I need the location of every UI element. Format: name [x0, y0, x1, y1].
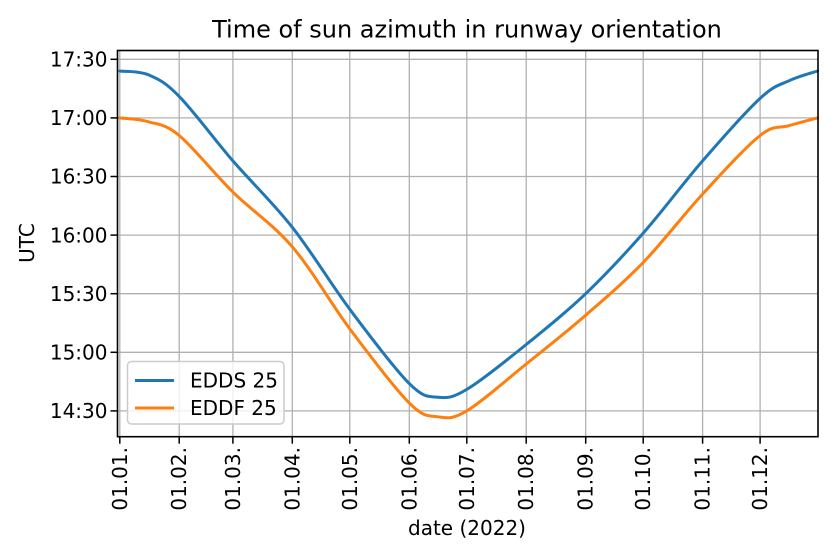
- series-curve-eddf-25: [118, 116, 820, 420]
- y-tick-label: 17:00: [50, 106, 108, 130]
- tickmarks: [110, 58, 761, 444]
- y-tick-labels: 17:30 17:00 16:30 16:00 15:30 15:00 14:30: [50, 48, 108, 424]
- y-tick-label: 15:30: [50, 282, 108, 306]
- legend: EDDS 25 EDDF 25: [126, 360, 285, 425]
- x-tick-label: 01.05.: [338, 447, 362, 511]
- chart-title: Time of sun azimuth in runway orientatio…: [211, 16, 722, 44]
- x-tick-label: 01.07.: [455, 447, 479, 511]
- x-tick-label: 01.08.: [514, 447, 538, 511]
- x-tick-label: 01.06.: [397, 447, 421, 511]
- y-tick-label: 14:30: [50, 399, 108, 423]
- series-curve-edds-25: [118, 69, 820, 400]
- x-tick-label: 01.01.: [108, 447, 132, 511]
- legend-label-eddf-25: EDDF 25: [190, 396, 277, 420]
- data-curves: [118, 69, 820, 420]
- y-axis-label: UTC: [15, 223, 39, 263]
- x-tick-label: 01.03.: [221, 447, 245, 511]
- y-tick-label: 16:00: [50, 223, 108, 247]
- x-tick-labels: 01.01. 01.02. 01.03. 01.04. 01.05. 01.06. 01.0…: [108, 447, 772, 511]
- x-axis-label: date (2022): [408, 516, 526, 540]
- y-tick-label: 16:30: [50, 165, 108, 189]
- x-tick-label: 01.10.: [631, 447, 655, 511]
- plot-border: [116, 49, 819, 438]
- y-tick-label: 15:00: [50, 341, 108, 365]
- x-tick-label: 01.11.: [691, 447, 715, 511]
- y-tick-label: 17:30: [50, 48, 108, 72]
- x-tick-label: 01.09.: [574, 447, 598, 511]
- x-tick-label: 01.04.: [280, 447, 304, 511]
- legend-label-edds-25: EDDS 25: [190, 369, 278, 393]
- x-tick-label: 01.02.: [167, 447, 191, 511]
- x-tick-label: 01.12.: [748, 447, 772, 511]
- gridlines: [117, 50, 818, 437]
